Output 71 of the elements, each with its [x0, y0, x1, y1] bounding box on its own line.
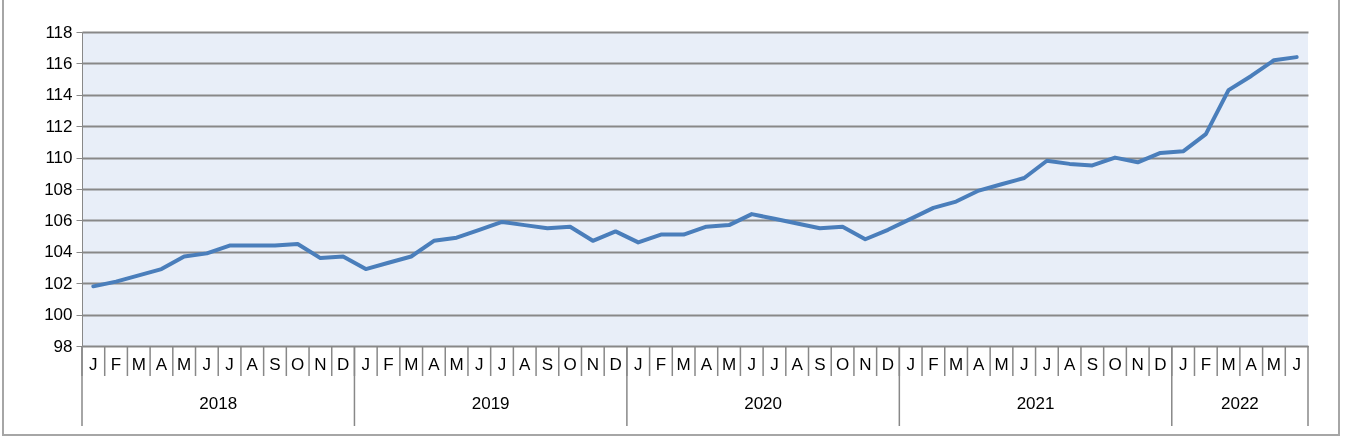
- x-tick-label: D: [1154, 354, 1167, 374]
- x-tick-label: J: [906, 354, 915, 374]
- x-tick-label: S: [541, 354, 554, 374]
- x-tick-label: O: [563, 354, 577, 374]
- x-tick-label: J: [747, 354, 757, 374]
- text: 2021: [1016, 394, 1055, 413]
- x-tick-label: M: [721, 354, 737, 374]
- x-tick-label: J: [361, 354, 371, 374]
- x-tick-label: N: [859, 354, 872, 374]
- x-tick-label: A: [700, 354, 713, 374]
- x-tick-label: M: [177, 354, 192, 374]
- line-series: [91, 55, 1299, 289]
- x-tick-label: N: [1131, 354, 1144, 374]
- x-tick-label: N: [586, 354, 599, 374]
- x-tick-label: F: [383, 354, 394, 374]
- y-tick-label: 118: [45, 22, 73, 42]
- x-tick-label: J: [633, 354, 643, 374]
- text: 2022: [1220, 394, 1259, 413]
- y-tick-label: 112: [45, 116, 73, 136]
- x-tick-label: O: [1108, 354, 1122, 374]
- x-tick-label: A: [1063, 354, 1076, 374]
- x-tick-label: F: [1200, 354, 1212, 374]
- x-tick-label: J: [1019, 354, 1029, 374]
- x-tick-label: F: [928, 354, 939, 374]
- text: 2020: [744, 394, 783, 413]
- x-tick-label: J: [202, 354, 212, 374]
- x-tick-label: M: [449, 354, 464, 374]
- x-tick-label: D: [336, 354, 350, 374]
- x-tick-label: A: [1245, 354, 1258, 374]
- text: 2019: [471, 394, 510, 413]
- x-tick-label: N: [314, 354, 327, 374]
- x-tick-label: A: [246, 354, 259, 374]
- x-tick-label: J: [497, 354, 507, 374]
- x-tick-label: M: [676, 354, 691, 374]
- x-tick-label: M: [949, 354, 964, 374]
- x-tick-label: A: [791, 354, 804, 374]
- x-tick-label: M: [131, 354, 146, 374]
- y-tick-label: 98: [53, 336, 73, 356]
- y-tick-label: 116: [45, 53, 73, 73]
- x-tick-label: F: [110, 354, 122, 374]
- y-tick-label: 100: [44, 305, 73, 325]
- x-tick-label: D: [609, 354, 622, 374]
- x-tick-label: J: [1292, 354, 1301, 374]
- x-tick-label: M: [404, 354, 419, 374]
- x-tick-label: S: [1086, 354, 1098, 374]
- y-tick-label: 102: [44, 273, 73, 293]
- x-tick-label: J: [225, 354, 234, 374]
- x-tick-label: A: [428, 354, 441, 374]
- text: 2018: [199, 394, 238, 413]
- x-tick-label: M: [1221, 354, 1236, 374]
- x-tick-label: A: [155, 354, 168, 374]
- x-tick-label: F: [655, 354, 667, 374]
- y-tick-label: 114: [45, 85, 73, 105]
- x-tick-label: M: [1266, 354, 1282, 374]
- x-tick-label: J: [89, 354, 98, 374]
- x-tick-label: O: [291, 354, 305, 374]
- x-tick-label: A: [519, 354, 532, 374]
- y-tick-label: 108: [44, 179, 73, 199]
- y-tick-label: 104: [44, 242, 73, 262]
- x-tick-label: S: [269, 354, 281, 374]
- x-tick-label: J: [1042, 354, 1052, 374]
- y-tick-label: 106: [44, 210, 73, 230]
- x-tick-label: J: [770, 354, 779, 374]
- x-tick-label: O: [835, 354, 850, 374]
- y-tick-label: 110: [45, 148, 73, 168]
- x-tick-label: J: [475, 354, 484, 374]
- x-tick-label: M: [994, 354, 1009, 374]
- x-tick-label: A: [973, 354, 986, 374]
- x-tick-label: S: [814, 354, 826, 374]
- x-tick-label: D: [881, 354, 895, 374]
- x-tick-label: J: [1178, 354, 1188, 374]
